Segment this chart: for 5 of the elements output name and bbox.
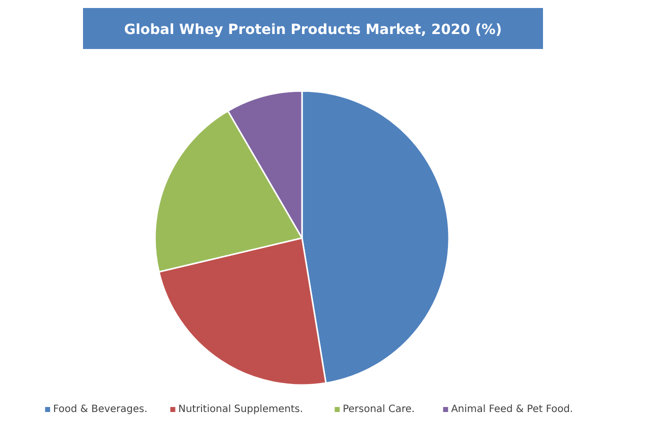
- legend-label: Food & Beverages.: [53, 404, 148, 415]
- legend-label: Personal Care.: [342, 404, 415, 415]
- legend-label: Animal Feed & Pet Food.: [451, 404, 573, 415]
- chart-title: Global Whey Protein Products Market, 2020 (%): [124, 22, 502, 38]
- legend-label: Nutritional Supplements.: [178, 404, 304, 415]
